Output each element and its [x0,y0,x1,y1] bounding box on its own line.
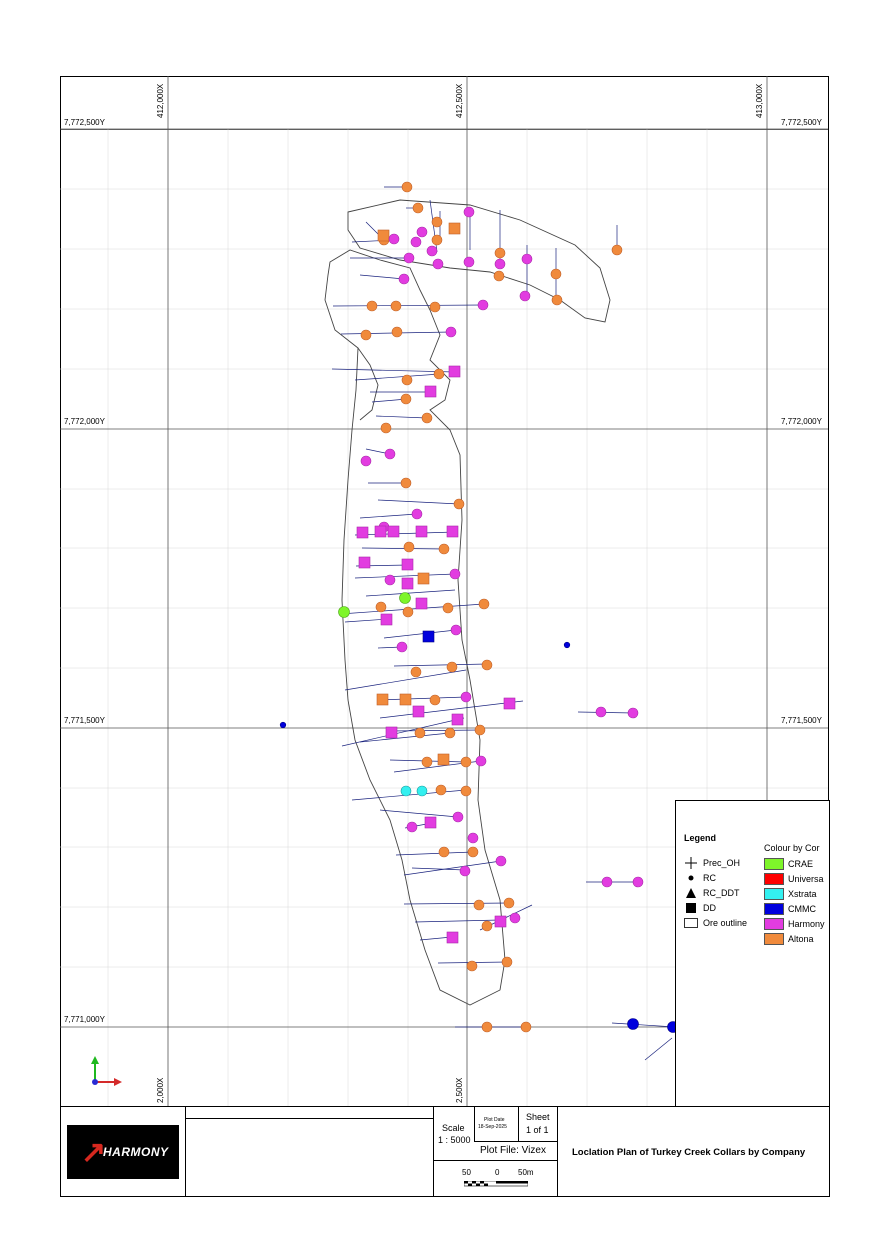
collars-harmony-dd [356,365,516,944]
title-block: ↗ HARMONY Scale 1 : 5000 Plot Date 18-Se… [60,1106,830,1197]
scalebar-right-label: 50m [518,1168,534,1177]
legend-colour-cmmc: CMMC [764,903,816,915]
legend-symbol-rc-ddt: RC_DDT [684,886,740,900]
grid-label-x-bottom: 2,500X [455,1077,464,1103]
plan-title: Loclation Plan of Turkey Creek Collars b… [572,1147,806,1158]
grid-label-y-left: 7,771,500Y [64,716,105,725]
company-logo: ↗ HARMONY [67,1125,179,1179]
collars-crae [338,592,411,618]
scalebar-left-label: 50 [462,1168,471,1177]
swatch-cmmc [764,903,784,915]
grid-label-x-bottom: 2,000X [156,1077,165,1103]
grid-label-x-top: 412,500X [455,83,464,118]
scale-value: 1 : 5000 [438,1135,471,1145]
legend-title: Legend [684,833,717,843]
scalebar-icon [464,1181,528,1187]
cross-icon [684,857,698,869]
plot-date-value: 18-Sep-2025 [478,1124,507,1130]
plan-title-cell: Loclation Plan of Turkey Creek Collars b… [557,1107,830,1196]
grid-label-x-top: 413,000X [755,83,764,118]
outline-box-icon [684,917,698,929]
dot-icon [684,872,698,884]
swatch-harmony [764,918,784,930]
grid-label-x-top: 412,000X [156,83,165,118]
collars-altona-dd [376,222,461,766]
legend-colour-universa: Universa [764,873,824,885]
minor-grid [60,129,828,1106]
triangle-icon [684,887,698,899]
grid-label-y-right: 7,772,000Y [781,417,822,426]
legend-symbol-rc: RC [684,871,716,885]
legend-colour-xstrata: Xstrata [764,888,817,900]
legend-colour-crae: CRAE [764,858,813,870]
grid-label-y-left: 7,771,000Y [64,1015,105,1024]
legend-symbol-prec-oh: Prec_OH [684,856,740,870]
scale-label: Scale [442,1123,465,1133]
legend-symbol-ore-outline: Ore outline [684,916,747,930]
collars-xstrata [400,785,428,797]
axis-indicator-icon [91,1056,122,1086]
ore-outline [324,199,611,1006]
grid-label-y-right: 7,771,500Y [781,716,822,725]
plot-date-label: Plot Date [484,1117,505,1123]
grid-label-y-right: 7,772,500Y [781,118,822,127]
legend-symbol-dd: DD [684,901,716,915]
collars-cmmc [279,630,679,1033]
swatch-crae [764,858,784,870]
collars-harmony [360,206,644,924]
grid-label-y-left: 7,772,000Y [64,417,105,426]
legend-colour-title: Colour by Cor [764,843,820,853]
swatch-xstrata [764,888,784,900]
harmony-arrow-icon: ↗ [81,1136,107,1169]
scalebar-zero-label: 0 [495,1168,500,1177]
legend-colour-altona: Altona [764,933,814,945]
scale-cell: Scale 1 : 5000 Plot Date 18-Sep-2025 She… [433,1107,558,1196]
legend-panel: Legend Colour by Cor Prec_OH RC RC_DDT D… [675,800,830,1107]
square-icon [684,902,698,914]
sheet-value: 1 of 1 [526,1125,549,1135]
collars-altona [360,181,623,1033]
swatch-altona [764,933,784,945]
legend-colour-harmony: Harmony [764,918,825,930]
plot-file: Plot File: Vizex [480,1145,546,1156]
swatch-universa [764,873,784,885]
notes-cell [185,1107,434,1196]
grid-label-y-left: 7,772,500Y [64,118,105,127]
sheet-label: Sheet [526,1112,550,1122]
